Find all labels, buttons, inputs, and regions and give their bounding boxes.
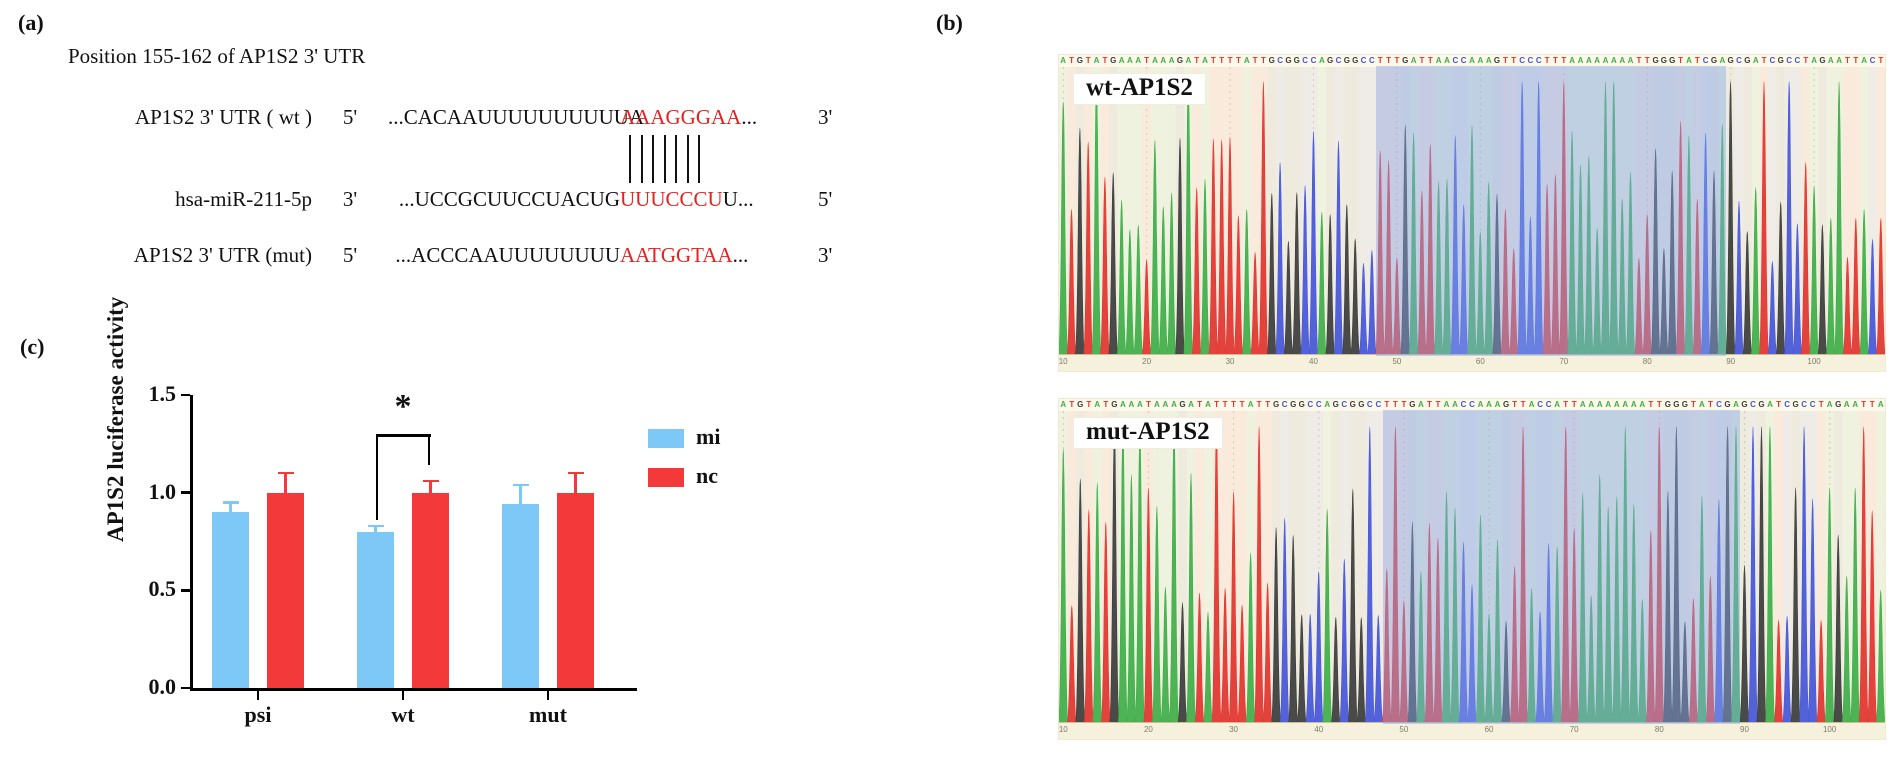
sig-bracket-top <box>375 434 431 437</box>
y-tick <box>181 686 190 690</box>
y-tick <box>181 393 190 397</box>
nc-bar-psi <box>267 492 304 688</box>
significance-star: * <box>394 388 412 426</box>
sig-bracket-left-leg <box>375 434 379 520</box>
alignment-title: Position 155-162 of AP1S2 3' UTR <box>68 44 366 68</box>
row-mut-seq-black: ...ACCCAAUUUUUUUU <box>395 243 620 267</box>
y-tick-label: 0.0 <box>148 674 177 699</box>
error-bar-cap <box>512 483 529 487</box>
row-wt-sequence: ...CACAAUUUUUUUUUUAAAAGGGAA... <box>388 105 818 130</box>
alignment-row-mut: AP1S2 3' UTR (mut) 5' ...ACCCAAUUUUUUUUA… <box>62 243 942 273</box>
y-tick-label: 0.5 <box>148 576 177 602</box>
pairing-bar <box>698 135 700 183</box>
row-mut-left-end: 5' <box>342 243 358 267</box>
error-bar-cap <box>277 471 294 475</box>
sig-bracket-right-leg <box>427 434 431 465</box>
mi-bar-wt <box>357 531 394 688</box>
position-axis: 10 20 30 40 50 60 70 80 90 100 <box>1059 722 1885 739</box>
error-bar-cap <box>422 479 439 483</box>
legend-swatch-nc <box>648 468 684 487</box>
pairing-bar <box>652 135 654 183</box>
legend-label-nc: nc <box>696 463 718 488</box>
trace-plot <box>1059 67 1885 357</box>
error-bar-cap <box>567 471 584 475</box>
x-category-label-psi: psi <box>244 702 272 727</box>
row-wt-seq-red: AAAGGGAA <box>620 105 742 129</box>
alignment-row-mir: hsa-miR-211-5p 3' ...UCCGCUUCCUACUGUUUCC… <box>62 187 942 217</box>
row-mir-seq-red: UUUCCCU <box>620 187 723 211</box>
row-wt-left-end: 5' <box>342 105 358 129</box>
row-mut-right-end: 3' <box>818 243 833 267</box>
pairing-bar <box>629 135 631 183</box>
y-tick-label: 1.0 <box>148 478 177 504</box>
pairing-bar <box>686 135 689 183</box>
chromatogram-label: wt-AP1S2 <box>1073 73 1206 105</box>
luciferase-bar-chart: 0.0 0.5 1.0 1.5 AP1S2 luciferase activity psi… <box>103 296 721 727</box>
base-pairing-bars <box>620 135 708 183</box>
panel-b-tag: (b) <box>936 10 963 35</box>
row-wt-name: AP1S2 3' UTR ( wt ) <box>134 105 312 129</box>
error-bar-line <box>519 484 522 505</box>
row-wt-seq-post: ... <box>741 105 758 129</box>
error-bar-line <box>284 473 287 493</box>
row-mut-sequence: ...ACCCAAUUUUUUUUAATGGTAA... <box>388 243 818 268</box>
row-mir-sequence: ...UCCGCUUCCUACUGUUUCCCUU... <box>388 187 818 212</box>
row-mut-seq-post: ... <box>732 243 749 267</box>
alignment-row-wt: AP1S2 3' UTR ( wt ) 5' ...CACAAUUUUUUUUU… <box>62 105 942 135</box>
error-bar-line <box>229 502 232 513</box>
panel-c-tag: (c) <box>20 334 45 359</box>
x-tick <box>401 691 405 700</box>
panel-a-tag: (a) <box>18 10 44 35</box>
mi-bar-mut <box>502 504 539 688</box>
row-mut-seq-red: AATGGTAA <box>620 243 733 267</box>
y-tick <box>181 491 190 494</box>
nc-bar-wt <box>412 492 449 688</box>
row-mir-name: hsa-miR-211-5p <box>175 187 312 211</box>
row-wt-seq-black: ...CACAAUUUUUUUUUUA <box>388 105 645 129</box>
pairing-bars-row: ...CACAAUUUUUUUUUUA <box>62 135 942 187</box>
pairing-bar <box>675 135 677 183</box>
y-tick-label: 1.5 <box>148 381 177 406</box>
error-bar-line <box>374 525 377 532</box>
y-axis-line <box>190 395 193 691</box>
row-mut-name: AP1S2 3' UTR (mut) <box>133 243 312 267</box>
position-axis: 10 20 30 40 50 60 70 80 90 100 <box>1059 354 1885 371</box>
x-tick <box>256 691 260 700</box>
error-bar-line <box>574 473 577 493</box>
x-category-label-wt: wt <box>391 702 415 727</box>
row-mir-left-end: 3' <box>342 187 358 211</box>
error-bar-cap <box>222 501 239 504</box>
pairing-bar <box>663 135 666 183</box>
chromatogram-label: mut-AP1S2 <box>1073 417 1223 449</box>
row-mir-seq-post: U... <box>722 187 754 211</box>
error-bar-line <box>429 480 432 493</box>
y-tick <box>181 589 190 592</box>
nc-bar-mut <box>557 492 594 688</box>
trace-plot <box>1059 411 1885 725</box>
panel-a-alignment: Position 155-162 of AP1S2 3' UTR AP1S2 3… <box>62 44 942 273</box>
legend-label-mi: mi <box>696 424 721 449</box>
row-mir-seq-black: ...UCCGCUUCCUACUG <box>398 187 620 211</box>
row-mir-right-end: 5' <box>818 187 833 211</box>
error-bar-cap <box>367 524 384 528</box>
x-tick <box>546 691 550 700</box>
pairing-bar <box>640 135 643 183</box>
x-axis-line <box>190 688 637 691</box>
mi-bar-psi <box>212 512 249 688</box>
x-category-label-mut: mut <box>529 702 567 727</box>
legend-swatch-mi <box>648 429 684 448</box>
row-wt-right-end: 3' <box>818 105 833 129</box>
